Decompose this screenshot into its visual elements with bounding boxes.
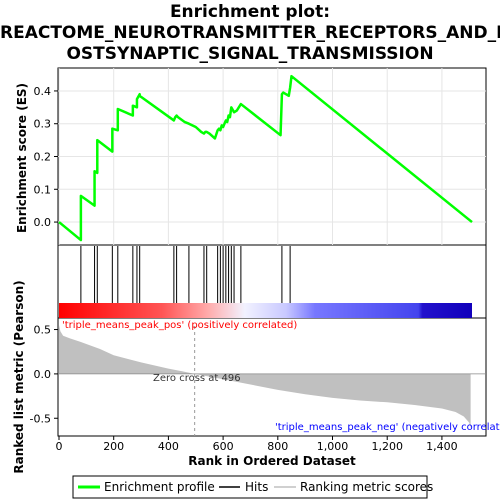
es-ytick-label: 0.3 — [34, 118, 52, 131]
metric-layer — [58, 325, 486, 436]
metric-ytick-label: -0.5 — [30, 412, 51, 425]
es-ytick-label: 0.0 — [34, 216, 52, 229]
metric-ylabel: Ranked list metric (Pearson) — [12, 280, 26, 473]
chart-title: Enrichment plot: REACTOME_NEUROTRANSMITT… — [0, 2, 500, 65]
es-ytick-label: 0.1 — [34, 183, 52, 196]
legend-metric-label: Ranking metric scores — [300, 480, 433, 494]
metric-ytick-label: 0.0 — [34, 368, 52, 381]
xtick-label: 1,200 — [371, 440, 403, 453]
metric-xlabel: Rank in Ordered Dataset — [188, 454, 356, 468]
es-layer — [58, 74, 473, 242]
title-line-3: OSTSYNAPTIC_SIGNAL_TRANSMISSION — [66, 44, 434, 64]
es-grid — [58, 68, 486, 245]
xtick-label: 400 — [158, 440, 179, 453]
legend-enrichment-label: Enrichment profile — [104, 480, 215, 494]
xtick-label: 1,000 — [317, 440, 349, 453]
xtick-label: 200 — [103, 440, 124, 453]
enrichment-profile-line — [58, 74, 473, 242]
xtick-label: 800 — [267, 440, 288, 453]
zero-cross-label: Zero cross at 496 — [153, 373, 241, 384]
metric-ytick-label: 0.5 — [34, 324, 52, 337]
hits-layer — [80, 246, 291, 303]
xtick-label: 0 — [56, 440, 63, 453]
es-ytick-label: 0.4 — [34, 85, 52, 98]
pos-label: 'triple_means_peak_pos' (positively corr… — [62, 320, 297, 331]
es-ytick-label: 0.2 — [34, 151, 52, 164]
es-ylabel: Enrichment score (ES) — [15, 83, 29, 233]
axis-layer: 0.0 0.1 0.2 0.3 0.4 -0.5 0.0 0.5 0 200 400 600 800 1,… — [30, 85, 458, 453]
neg-label: 'triple_means_peak_neg' (negatively corr… — [275, 422, 500, 433]
legend-box — [72, 475, 428, 499]
legend-hits-label: Hits — [245, 480, 268, 494]
xtick-label: 1,400 — [426, 440, 458, 453]
title-line-2: REACTOME_NEUROTRANSMITTER_RECEPTORS_AND_… — [0, 23, 500, 43]
rank-color-bar — [59, 303, 472, 318]
title-line-1: Enrichment plot: — [169, 2, 331, 22]
metric-area — [59, 325, 471, 429]
xtick-label: 600 — [213, 440, 234, 453]
